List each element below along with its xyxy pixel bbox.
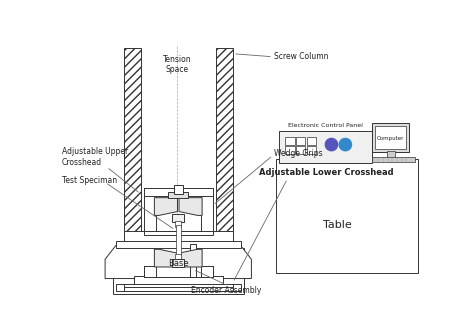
Polygon shape (116, 291, 241, 303)
Bar (375, 126, 406, 149)
Bar (296, 146, 305, 154)
Text: Electronic Control Panel: Electronic Control Panel (288, 124, 363, 128)
Bar (285, 137, 294, 144)
Bar (124, 284, 233, 291)
Polygon shape (155, 249, 177, 267)
Text: Tension
Space: Tension Space (163, 55, 192, 74)
Circle shape (339, 138, 352, 151)
Text: Adjustable Lower Crosshead: Adjustable Lower Crosshead (259, 168, 394, 177)
Bar (201, 266, 213, 277)
Bar (172, 214, 184, 221)
Bar (172, 259, 184, 267)
Polygon shape (124, 287, 233, 291)
Bar (296, 137, 305, 144)
Bar (116, 241, 241, 248)
Polygon shape (179, 249, 202, 267)
Text: Computer: Computer (377, 136, 404, 141)
Bar (190, 263, 196, 277)
Bar (144, 189, 213, 196)
Bar (285, 146, 294, 154)
Bar (387, 151, 395, 158)
Polygon shape (155, 198, 177, 215)
Bar (175, 254, 182, 260)
Bar (144, 266, 213, 277)
Bar (372, 157, 415, 162)
Text: Wedge Grips: Wedge Grips (274, 149, 323, 158)
Bar (276, 159, 419, 273)
Bar (116, 284, 125, 291)
Bar (231, 284, 241, 291)
Bar (372, 123, 409, 152)
Bar (307, 137, 316, 144)
Bar (124, 231, 233, 242)
Bar (144, 189, 156, 232)
Bar (176, 225, 181, 255)
Text: Table: Table (323, 220, 352, 230)
Bar (279, 131, 372, 163)
Text: Screw Column: Screw Column (274, 52, 329, 61)
Bar (144, 266, 156, 277)
Bar (175, 221, 182, 227)
Bar (190, 244, 196, 259)
Bar (216, 47, 233, 246)
Circle shape (325, 138, 337, 151)
Text: Base: Base (168, 259, 189, 268)
Text: Encoder Assembly: Encoder Assembly (191, 286, 261, 295)
Bar (173, 185, 183, 194)
Bar (124, 47, 140, 246)
Bar (134, 276, 223, 286)
Polygon shape (105, 245, 251, 279)
Bar (144, 231, 213, 235)
Bar (201, 189, 213, 232)
Text: Adjustable Upper
Crosshead: Adjustable Upper Crosshead (62, 147, 128, 167)
Polygon shape (179, 198, 202, 215)
Text: Test Speciman: Test Speciman (62, 176, 117, 185)
Bar (188, 258, 198, 264)
Bar (168, 192, 188, 199)
Bar (113, 248, 244, 294)
Bar (307, 146, 316, 154)
